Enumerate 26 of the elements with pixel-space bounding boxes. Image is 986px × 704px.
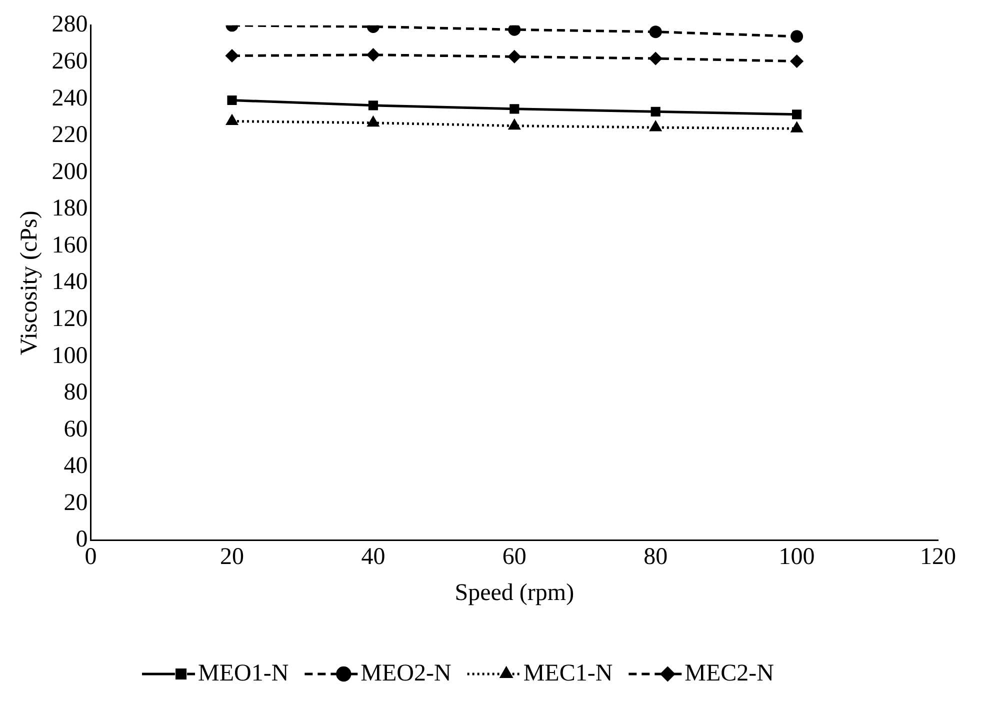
x-tick-label: 40 <box>361 544 386 570</box>
x-tick-label: 80 <box>644 544 668 570</box>
legend-label: MEO2-N <box>360 660 452 686</box>
y-tick-label: 120 <box>52 306 88 332</box>
y-tick-label: 180 <box>52 196 88 222</box>
y-tick-label: 220 <box>52 122 88 148</box>
y-tick-label: 40 <box>64 453 88 480</box>
y-tick-label: 140 <box>52 269 88 296</box>
y-tick-label: 60 <box>64 416 88 442</box>
legend-label: MEO1-N <box>198 660 289 686</box>
x-tick-label: 120 <box>920 544 956 570</box>
y-tick-label: 20 <box>64 490 88 516</box>
y-tick-label: 200 <box>52 158 88 185</box>
x-tick-label: 20 <box>220 544 244 570</box>
y-tick-label: 260 <box>52 48 88 74</box>
y-tick-label: 240 <box>52 85 88 112</box>
legend-label: MEC2-N <box>684 660 774 686</box>
y-tick-label: 80 <box>64 380 88 406</box>
y-axis-title: Viscosity (cPs) <box>16 210 43 356</box>
legend-label: MEC1-N <box>523 660 613 686</box>
x-tick-label: 100 <box>778 544 815 570</box>
x-axis-title: Speed (rpm) <box>454 580 574 606</box>
y-tick-label: 100 <box>52 342 88 369</box>
y-tick-label: 280 <box>52 12 88 38</box>
y-tick-label: 160 <box>52 232 88 258</box>
x-tick-label: 60 <box>502 544 526 570</box>
